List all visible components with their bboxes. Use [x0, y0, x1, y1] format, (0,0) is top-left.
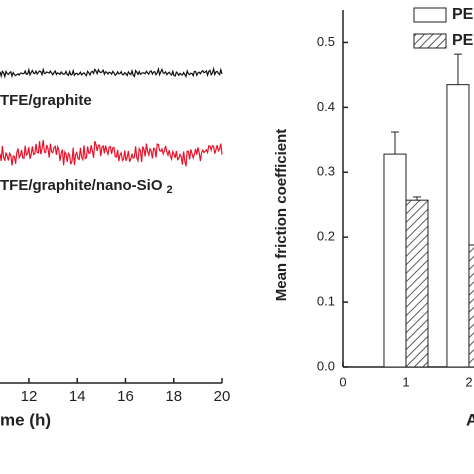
y-tick-label: 0.2: [317, 229, 335, 244]
annotation-subscript: 2: [167, 184, 173, 196]
trace-line: [0, 140, 222, 166]
y-tick-label: 0.1: [317, 294, 335, 309]
error-bar: [391, 132, 399, 154]
x-axis-label: me (h): [0, 410, 51, 429]
bar: [469, 245, 474, 367]
x-tick-label: 14: [69, 388, 86, 405]
bar: [447, 85, 469, 367]
x-tick-label: 16: [117, 388, 134, 405]
x-axis-label: A: [466, 410, 474, 429]
bar: [384, 154, 406, 367]
legend-label: PE: [452, 6, 474, 23]
y-tick-label: 0.4: [317, 99, 335, 114]
annotation: TFE/graphite/nano-SiO: [0, 177, 163, 194]
trace-line: [0, 69, 222, 77]
legend-swatch: [414, 34, 446, 48]
legend-swatch: [414, 8, 446, 22]
x-tick-label: 2: [465, 374, 472, 389]
y-axis-label: Mean friction coefficient: [273, 129, 290, 302]
annotation: TFE/graphite: [0, 92, 92, 109]
y-tick-label: 0.3: [317, 164, 335, 179]
x-tick-label: 0: [339, 374, 346, 389]
legend-label: PE: [452, 32, 474, 49]
figure: 12 14 16 18 20me (h)TFE/graphiteTFE/graphite…: [0, 0, 474, 474]
y-tick-label: 0.0: [317, 358, 335, 373]
error-bar: [454, 54, 462, 85]
bar: [406, 200, 428, 367]
x-tick-label: 12: [21, 388, 38, 405]
x-tick-label: 1: [402, 374, 409, 389]
x-tick-label: 18: [165, 388, 182, 405]
x-tick-label: 20: [214, 388, 231, 405]
y-tick-label: 0.5: [317, 34, 335, 49]
